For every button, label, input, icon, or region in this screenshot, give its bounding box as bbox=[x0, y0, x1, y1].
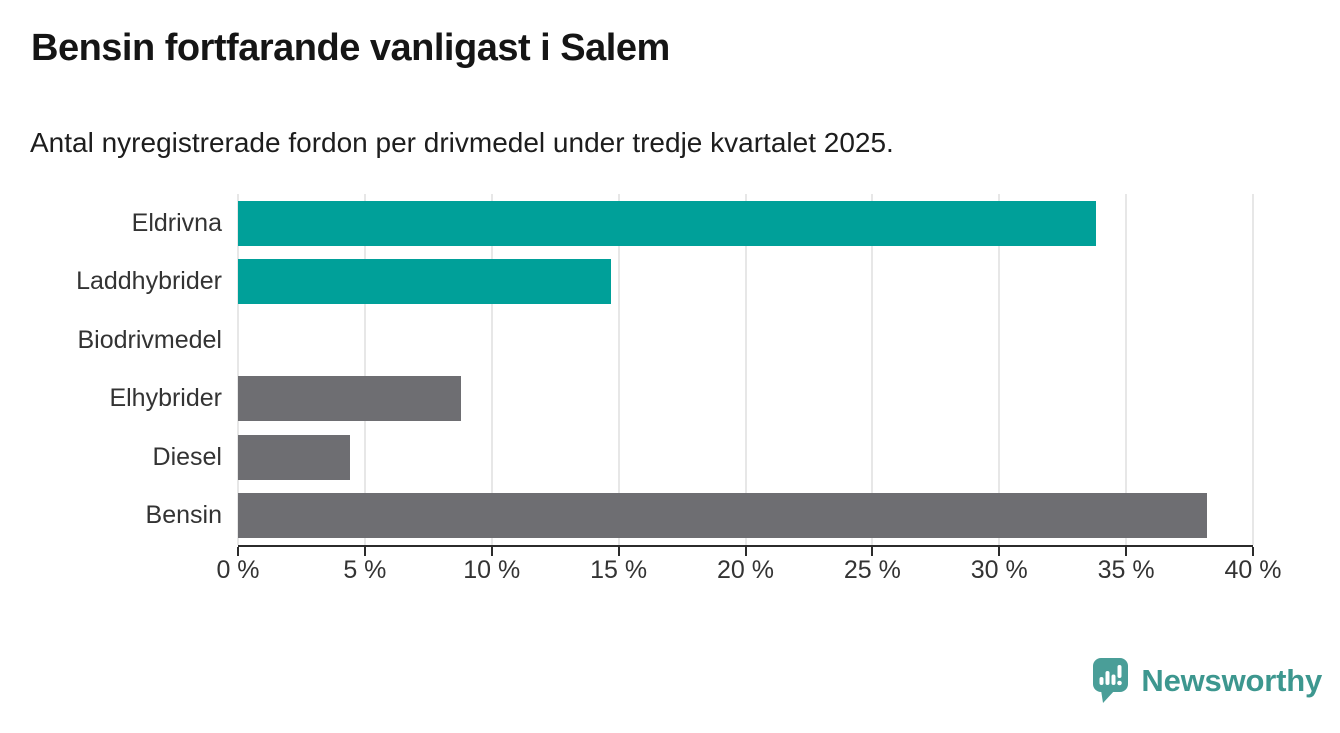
axis-tick-label: 40 % bbox=[1224, 556, 1282, 584]
category-label-biodrivmedel: Biodrivmedel bbox=[77, 325, 222, 354]
gridline bbox=[237, 194, 239, 545]
gridline bbox=[871, 194, 874, 545]
chart-title: Bensin fortfarande vanligast i Salem bbox=[31, 27, 670, 69]
chart-row-biodrivmedel bbox=[238, 311, 1253, 370]
axis-tick bbox=[490, 547, 493, 556]
axis-tick-label: 15 % bbox=[590, 556, 648, 584]
axis-tick-label: 0 % bbox=[216, 556, 260, 584]
bar-series bbox=[238, 194, 1253, 545]
axis-tick bbox=[744, 547, 747, 556]
category-label-diesel: Diesel bbox=[152, 442, 222, 471]
bar-eldrivna bbox=[238, 200, 1096, 246]
bar-bensin bbox=[238, 493, 1208, 539]
axis-tick-label: 20 % bbox=[717, 556, 774, 584]
x-axis-tick-labels: 0 % 5 % 10 % 15 % 20 % 25 % 30 % 35 % 40 % bbox=[216, 556, 1281, 586]
bar-diesel bbox=[238, 434, 350, 480]
category-label-laddhybrider: Laddhybrider bbox=[76, 267, 222, 296]
plot-area bbox=[237, 194, 1254, 547]
chart-subtitle: Antal nyregistrerade fordon per drivmede… bbox=[30, 127, 894, 158]
newsworthy-logo-icon bbox=[1093, 658, 1129, 703]
axis-tick-label: 25 % bbox=[843, 556, 901, 584]
category-axis-labels: Eldrivna Laddhybrider Biodrivmedel Elhybrid… bbox=[0, 194, 222, 545]
category-label-bensin: Bensin bbox=[145, 501, 222, 530]
gridline bbox=[617, 194, 620, 545]
axis-tick bbox=[1125, 547, 1128, 556]
axis-tick bbox=[1252, 547, 1254, 556]
category-label-eldrivna: Eldrivna bbox=[131, 208, 222, 237]
axis-tick-label: 35 % bbox=[1097, 556, 1155, 584]
chart-row-elhybrider bbox=[238, 370, 1253, 429]
gridline bbox=[998, 194, 1001, 545]
bar-laddhybrider bbox=[238, 259, 611, 305]
brand-name: Newsworthy bbox=[1141, 662, 1322, 698]
gridline bbox=[363, 194, 366, 545]
gridline bbox=[1125, 194, 1128, 545]
axis-tick-label: 10 % bbox=[463, 556, 521, 584]
bar-elhybrider bbox=[238, 376, 462, 422]
axis-tick bbox=[871, 547, 874, 556]
axis-tick bbox=[998, 547, 1001, 556]
chart-row-diesel bbox=[238, 428, 1253, 487]
axis-tick bbox=[237, 547, 239, 556]
axis-tick bbox=[363, 547, 366, 556]
chart-row-laddhybrider bbox=[238, 253, 1253, 312]
gridline bbox=[744, 194, 747, 545]
brand-footer: Newsworthy bbox=[1092, 657, 1322, 704]
gridline bbox=[1252, 194, 1254, 545]
x-axis-ticks bbox=[237, 547, 1254, 556]
axis-tick-label: 30 % bbox=[970, 556, 1028, 584]
axis-tick-label: 5 % bbox=[343, 556, 387, 584]
axis-tick bbox=[617, 547, 620, 556]
chart-row-bensin bbox=[238, 487, 1253, 546]
chart-row-eldrivna bbox=[238, 194, 1253, 253]
gridline bbox=[490, 194, 493, 545]
category-label-elhybrider: Elhybrider bbox=[109, 384, 222, 413]
